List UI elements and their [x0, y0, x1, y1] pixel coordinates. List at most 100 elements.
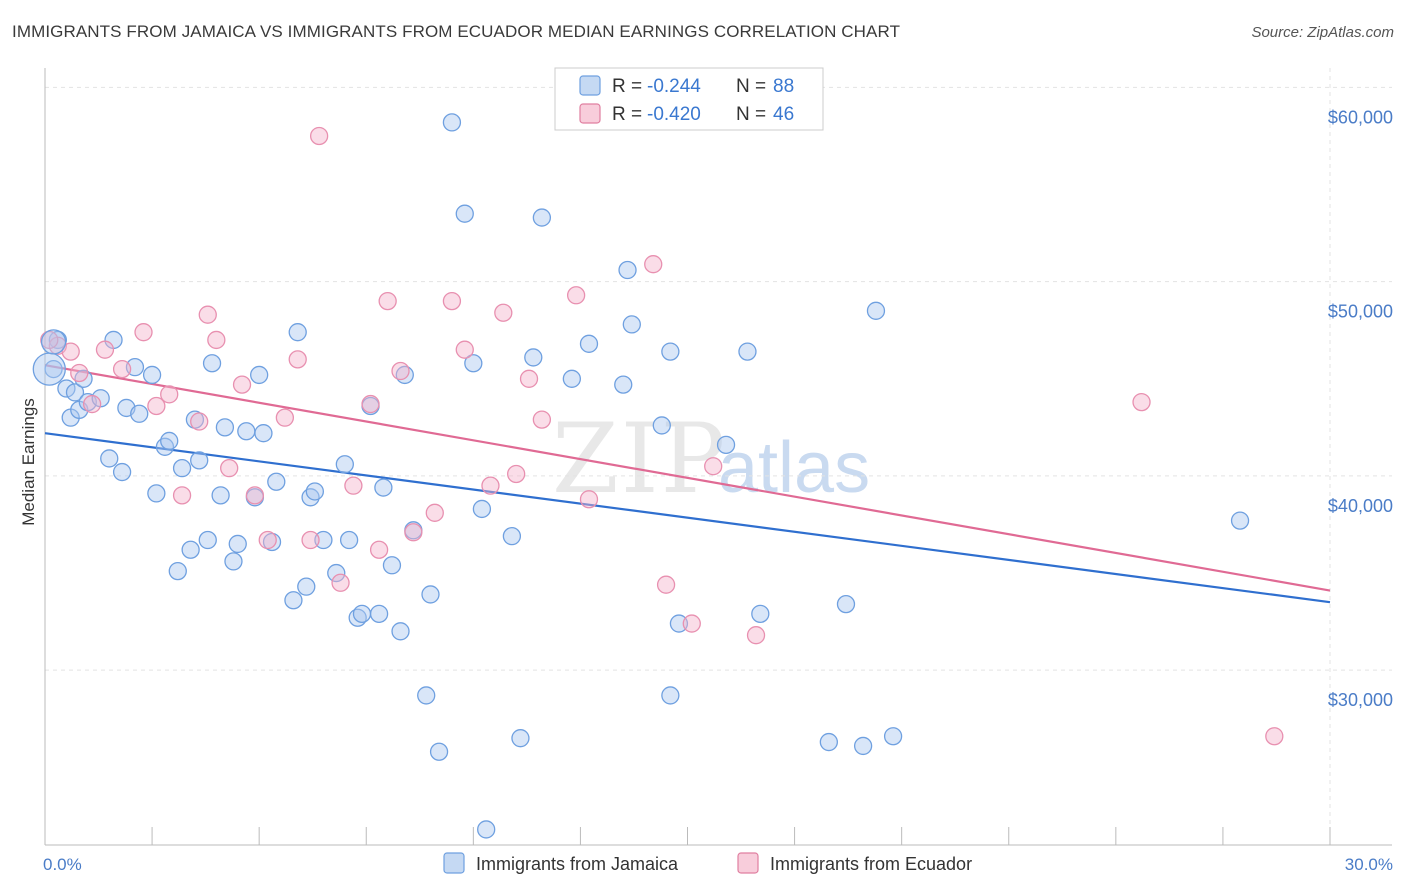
point-ecuador [344, 476, 363, 495]
data-points [32, 113, 1284, 839]
point-jamaica [254, 424, 273, 443]
point-ecuador [232, 375, 252, 394]
point-ecuador [82, 394, 102, 414]
trend-line-ecuador [44, 364, 1331, 592]
point-ecuador [481, 476, 500, 495]
point-jamaica [429, 742, 449, 761]
y-tick-label: $30,000 [1328, 690, 1393, 710]
point-ecuador [112, 359, 132, 379]
point-jamaica [524, 348, 543, 367]
y-tick-label: $50,000 [1328, 302, 1393, 322]
point-ecuador [682, 614, 701, 633]
point-jamaica [562, 369, 581, 388]
point-ecuador [198, 305, 217, 324]
point-jamaica [130, 404, 149, 423]
point-jamaica [622, 315, 641, 334]
point-jamaica [215, 418, 235, 437]
point-jamaica [417, 686, 436, 705]
point-ecuador [309, 126, 329, 146]
point-ecuador [404, 523, 423, 542]
legend-r-value-ecuador: -0.420 [647, 104, 701, 125]
point-ecuador [361, 394, 380, 414]
point-jamaica [202, 354, 222, 373]
point-ecuador [301, 530, 320, 550]
point-ecuador [656, 575, 676, 594]
point-jamaica [532, 208, 552, 227]
point-ecuador [519, 369, 539, 388]
point-jamaica [455, 204, 474, 223]
point-jamaica [190, 451, 209, 470]
point-ecuador [391, 361, 410, 381]
point-jamaica [250, 365, 269, 385]
point-ecuador [331, 573, 350, 592]
point-jamaica [314, 530, 333, 550]
point-jamaica [652, 416, 671, 435]
point-ecuador [172, 486, 192, 505]
point-ecuador [507, 464, 526, 484]
source-label: Source: ZipAtlas.com [1251, 24, 1394, 41]
y-tick-label: $40,000 [1328, 496, 1393, 516]
point-jamaica [181, 540, 200, 559]
point-jamaica [472, 499, 492, 519]
legend-r-label: R = [612, 104, 642, 125]
point-jamaica [147, 484, 166, 503]
point-jamaica [866, 301, 886, 320]
point-jamaica [836, 594, 856, 614]
point-ecuador [704, 457, 723, 476]
point-ecuador [207, 330, 226, 350]
point-jamaica [32, 352, 66, 386]
trend-lines [44, 364, 1331, 604]
point-jamaica [618, 260, 637, 280]
trend-line-jamaica [44, 432, 1331, 604]
point-jamaica [228, 534, 247, 554]
point-ecuador [746, 626, 766, 645]
legend-n-label: N = [736, 76, 766, 97]
point-ecuador [245, 486, 265, 505]
point-jamaica [339, 530, 359, 550]
point-jamaica [502, 526, 522, 546]
x-tick-label: 30.0% [1345, 855, 1393, 874]
point-jamaica [391, 622, 410, 641]
tick-labels: $30,000 $40,000 $50,000 $60,000 0.0% 30.0% [43, 107, 1393, 874]
point-ecuador [442, 291, 462, 311]
point-ecuador [579, 490, 599, 509]
y-tick-label: $60,000 [1328, 107, 1393, 127]
point-ecuador [40, 330, 59, 350]
point-jamaica [477, 820, 496, 839]
point-jamaica [142, 365, 162, 385]
point-jamaica [1230, 511, 1250, 530]
legend-n-label: N = [736, 104, 766, 125]
legend-swatch-jamaica [579, 75, 601, 96]
point-ecuador [61, 342, 80, 361]
point-jamaica [168, 561, 187, 581]
axes [44, 68, 1392, 846]
point-jamaica [738, 342, 757, 361]
point-ecuador [70, 363, 89, 383]
legend-box: R = -0.244 N = 88 R = -0.420 N = 46 [554, 67, 824, 131]
point-jamaica [464, 354, 483, 373]
point-ecuador [220, 459, 239, 478]
point-ecuador [95, 340, 115, 359]
point-ecuador [378, 291, 397, 311]
point-jamaica [44, 359, 63, 379]
point-ecuador [134, 323, 153, 342]
point-ecuador [288, 350, 307, 369]
y-axis-label: Median Earnings [19, 398, 38, 526]
point-jamaica [40, 329, 67, 355]
point-jamaica [327, 563, 346, 583]
point-jamaica [883, 727, 903, 746]
bottom-legend-jamaica: Immigrants from Jamaica [476, 854, 679, 874]
point-jamaica [716, 435, 736, 454]
bottom-legend-swatch-ecuador [737, 852, 759, 874]
point-jamaica [442, 113, 462, 132]
point-jamaica [172, 459, 192, 478]
point-jamaica [614, 375, 633, 394]
point-jamaica [297, 577, 316, 596]
bottom-legend: Immigrants from Jamaica Immigrants from … [443, 852, 972, 874]
legend-n-value-ecuador: 46 [773, 104, 794, 125]
point-jamaica [669, 614, 689, 633]
point-ecuador [147, 396, 166, 416]
legend-r-value-jamaica: -0.244 [647, 76, 701, 97]
point-ecuador [258, 530, 277, 550]
